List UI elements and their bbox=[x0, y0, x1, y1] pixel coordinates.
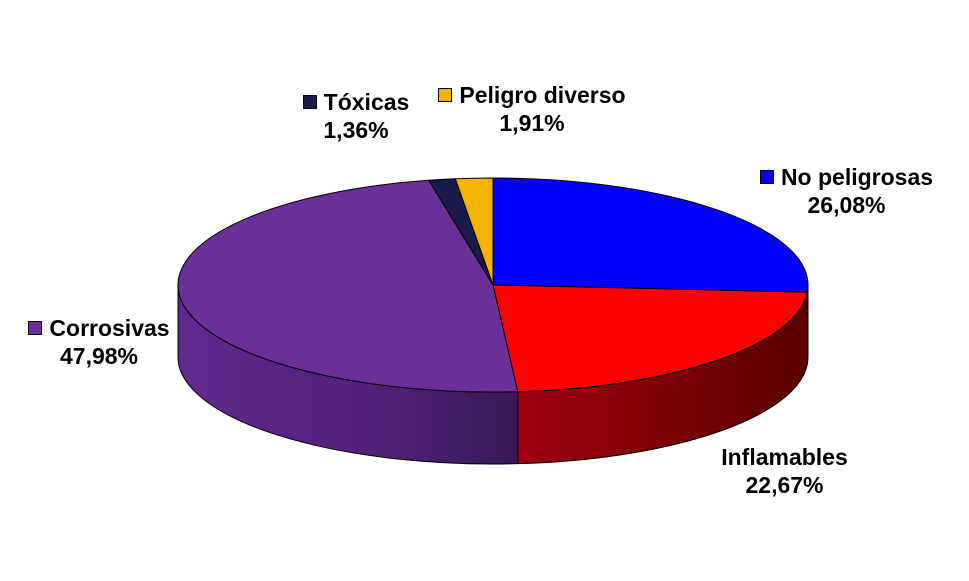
slice-value-corrosivas: 47,98% bbox=[59, 343, 138, 369]
legend-swatch-toxicas bbox=[302, 95, 317, 109]
slice-label-toxicas: Tóxicas 1,36% bbox=[288, 88, 424, 144]
slice-name-inflamables: Inflamables bbox=[721, 444, 848, 470]
slice-name-toxicas: Tóxicas bbox=[323, 89, 410, 115]
pie-slice-no-peligrosas bbox=[492, 177, 809, 293]
slice-label-inflamables: Inflamables 22,67% bbox=[702, 443, 867, 499]
slice-label-peligro-diverso: Peligro diverso 1,91% bbox=[426, 81, 638, 137]
legend-swatch-no-peligrosas bbox=[759, 170, 774, 184]
pie-slice-inflamables bbox=[492, 284, 808, 393]
slice-value-peligro-diverso: 1,91% bbox=[499, 110, 565, 136]
slice-value-toxicas: 1,36% bbox=[323, 117, 389, 143]
slice-label-no-peligrosas: No peligrosas 26,08% bbox=[744, 163, 949, 219]
slice-value-inflamables: 22,67% bbox=[745, 472, 824, 498]
slice-name-peligro-diverso: Peligro diverso bbox=[459, 82, 626, 108]
slice-value-no-peligrosas: 26,08% bbox=[807, 192, 886, 218]
legend-swatch-corrosivas bbox=[28, 321, 43, 335]
pie-slice-peligro-diverso bbox=[454, 177, 494, 286]
legend-swatch-peligro-diverso bbox=[438, 88, 453, 102]
pie-slice-corrosivas bbox=[177, 179, 519, 393]
slice-label-corrosivas: Corrosivas 47,98% bbox=[14, 314, 184, 370]
slice-name-no-peligrosas: No peligrosas bbox=[780, 164, 934, 190]
slice-name-corrosivas: Corrosivas bbox=[49, 315, 170, 341]
